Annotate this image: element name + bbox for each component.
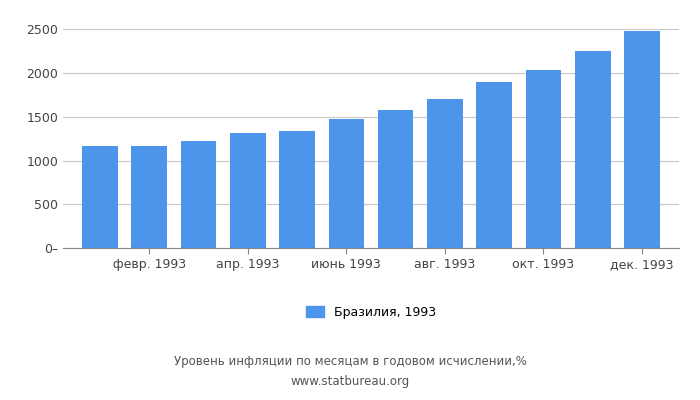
Bar xyxy=(378,110,414,248)
Bar xyxy=(427,98,463,248)
Bar xyxy=(279,131,315,248)
Bar xyxy=(328,119,364,248)
Bar xyxy=(624,31,660,248)
Bar xyxy=(181,141,216,248)
Bar xyxy=(82,146,118,248)
Bar xyxy=(132,146,167,248)
Bar xyxy=(230,134,265,248)
Bar xyxy=(526,70,561,248)
Bar xyxy=(575,51,610,248)
Text: Уровень инфляции по месяцам в годовом исчислении,%: Уровень инфляции по месяцам в годовом ис… xyxy=(174,356,526,368)
Text: www.statbureau.org: www.statbureau.org xyxy=(290,376,410,388)
Bar xyxy=(477,82,512,248)
Legend: Бразилия, 1993: Бразилия, 1993 xyxy=(306,306,436,319)
